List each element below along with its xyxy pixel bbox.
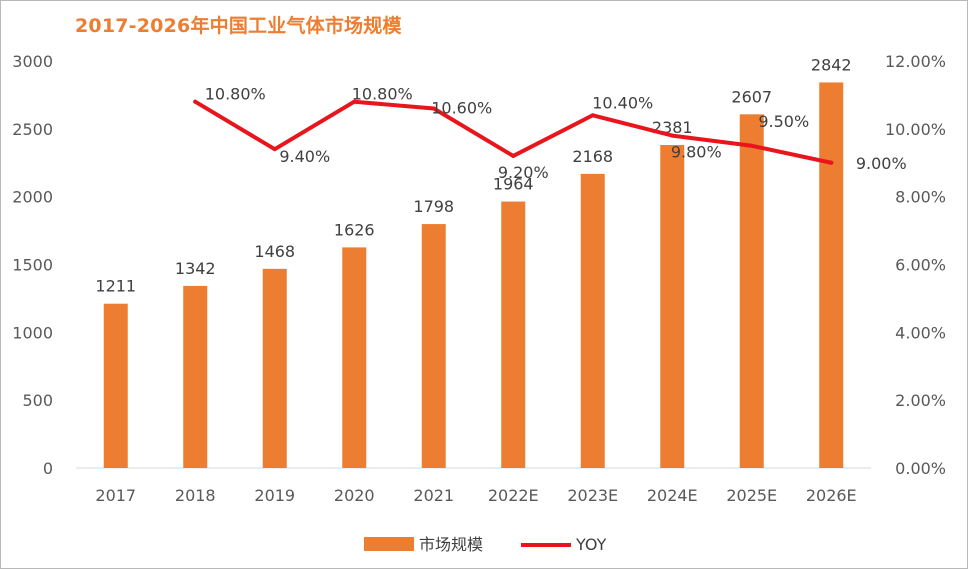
- y-right-tick-label: 0.00%: [895, 459, 946, 478]
- y-left-tick-label: 1000: [12, 323, 53, 342]
- y-right-tick-label: 12.00%: [885, 52, 946, 71]
- bar: [501, 201, 526, 468]
- y-right-tick-label: 4.00%: [895, 323, 946, 342]
- yoy-value-label: 9.50%: [758, 112, 809, 131]
- bar-value-label: 2168: [572, 147, 613, 166]
- bar-value-label: 1342: [175, 259, 216, 278]
- yoy-value-label: 10.80%: [205, 85, 266, 104]
- bar: [183, 285, 208, 468]
- yoy-value-label: 9.40%: [279, 147, 330, 166]
- yoy-point: [749, 143, 754, 148]
- x-tick-label: 2018: [175, 486, 216, 505]
- yoy-point: [590, 113, 595, 118]
- yoy-value-label: 10.40%: [592, 93, 653, 112]
- bar: [421, 224, 446, 468]
- legend-label-line: YOY: [575, 535, 607, 554]
- legend-swatch-bar: [364, 537, 414, 551]
- x-tick-label: 2020: [334, 486, 375, 505]
- yoy-value-label: 10.80%: [352, 85, 413, 104]
- y-left-tick-label: 3000: [12, 52, 53, 71]
- yoy-value-label: 9.80%: [671, 143, 722, 162]
- yoy-point: [352, 99, 357, 104]
- x-tick-label: 2019: [254, 486, 295, 505]
- yoy-point: [431, 106, 436, 111]
- yoy-value-label: 9.20%: [498, 163, 549, 182]
- yoy-value-label: 10.60%: [431, 98, 492, 117]
- bar-value-label: 2842: [811, 55, 852, 74]
- bar-value-label: 1964: [493, 175, 534, 194]
- x-tick-label: 2022E: [488, 486, 539, 505]
- y-left-tick-label: 500: [22, 391, 53, 410]
- y-left-tick-label: 2000: [12, 188, 53, 207]
- yoy-value-label: 9.00%: [856, 154, 907, 173]
- x-tick-label: 2024E: [647, 486, 698, 505]
- chart-title: 2017-2026年中国工业气体市场规模: [75, 15, 402, 37]
- yoy-point: [511, 153, 516, 158]
- bar: [580, 173, 605, 468]
- y-left-tick-label: 2500: [12, 120, 53, 139]
- yoy-point: [829, 160, 834, 165]
- bar-value-label: 1626: [334, 220, 375, 239]
- x-tick-label: 2023E: [567, 486, 618, 505]
- bar: [262, 268, 287, 468]
- yoy-point: [670, 133, 675, 138]
- y-left-tick-label: 1500: [12, 256, 53, 275]
- bar-value-label: 1211: [95, 277, 136, 296]
- x-tick-label: 2025E: [726, 486, 777, 505]
- bar: [103, 303, 128, 468]
- y-right-tick-label: 10.00%: [885, 120, 946, 139]
- x-tick-label: 2017: [95, 486, 136, 505]
- bar: [660, 144, 685, 468]
- yoy-point: [193, 99, 198, 104]
- bar-value-label: 1468: [254, 242, 295, 261]
- bar: [739, 114, 764, 468]
- bar: [342, 247, 367, 468]
- yoy-point: [272, 147, 277, 152]
- legend-label-bar: 市场规模: [419, 535, 483, 554]
- x-tick-label: 2021: [413, 486, 454, 505]
- y-left-tick-label: 0: [43, 459, 53, 478]
- y-right-tick-label: 8.00%: [895, 188, 946, 207]
- bar-value-label: 2607: [731, 87, 772, 106]
- bar: [819, 82, 844, 468]
- x-tick-label: 2026E: [806, 486, 857, 505]
- y-right-tick-label: 6.00%: [895, 256, 946, 275]
- y-right-tick-label: 2.00%: [895, 391, 946, 410]
- bar-value-label: 1798: [413, 197, 454, 216]
